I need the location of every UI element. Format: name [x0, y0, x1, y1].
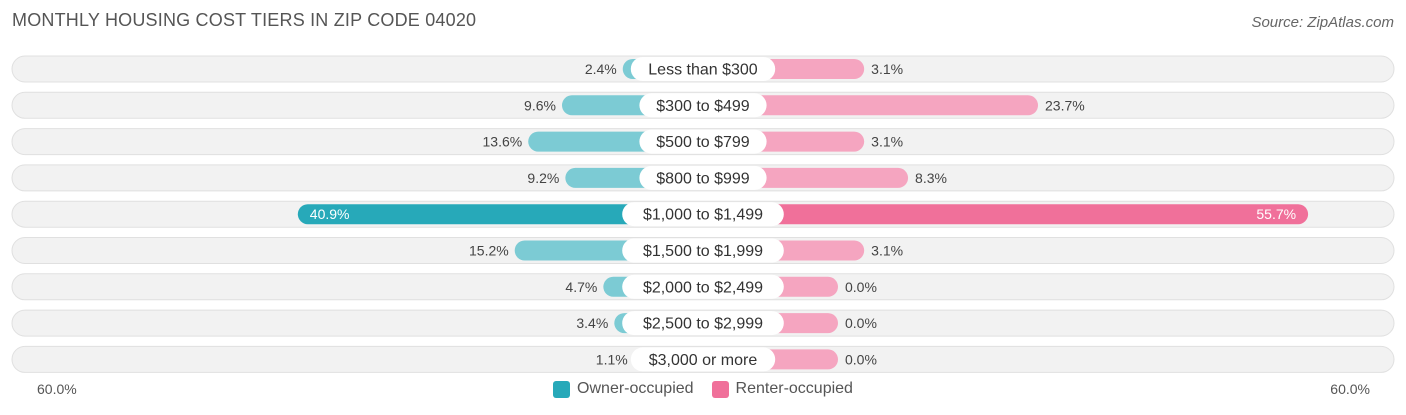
renter-value-label: 55.7% — [1256, 206, 1296, 222]
chart-title: MONTHLY HOUSING COST TIERS IN ZIP CODE 0… — [12, 10, 477, 30]
category-label: $2,000 to $2,499 — [643, 279, 763, 296]
category-label: $3,000 or more — [649, 352, 758, 369]
legend-label-renter: Renter-occupied — [735, 380, 853, 397]
owner-value-label: 15.2% — [469, 243, 509, 259]
renter-value-label: 8.3% — [915, 170, 947, 186]
owner-value-label: 40.9% — [310, 206, 350, 222]
owner-value-label: 1.1% — [596, 351, 628, 367]
category-label: $500 to $799 — [656, 134, 750, 151]
owner-value-label: 2.4% — [585, 61, 617, 77]
legend-swatch-owner — [553, 380, 571, 398]
renter-value-label: 3.1% — [871, 134, 903, 150]
renter-bar — [703, 95, 1039, 116]
owner-value-label: 4.7% — [565, 279, 597, 295]
axis-right-label: 60.0% — [1330, 381, 1370, 397]
renter-bar — [703, 204, 1309, 225]
renter-value-label: 0.0% — [845, 315, 877, 331]
legend-item-renter: Renter-occupied — [711, 380, 853, 398]
category-pill — [622, 311, 784, 336]
owner-value-label: 3.4% — [576, 315, 608, 331]
category-pill — [639, 165, 767, 190]
category-label: $800 to $999 — [656, 170, 750, 187]
category-pill — [622, 202, 784, 227]
category-label: $1,500 to $1,999 — [643, 243, 763, 260]
category-label: $300 to $499 — [656, 98, 750, 115]
legend-label-owner: Owner-occupied — [577, 380, 694, 397]
renter-value-label: 0.0% — [845, 351, 877, 367]
renter-value-label: 0.0% — [845, 279, 877, 295]
legend-item-owner: Owner-occupied — [553, 380, 694, 398]
legend: Owner-occupied Renter-occupied — [0, 380, 1406, 398]
renter-value-label: 23.7% — [1045, 97, 1085, 113]
category-pill — [639, 129, 767, 154]
owner-bar — [297, 204, 703, 225]
category-pill — [639, 93, 767, 118]
diverging-bar-chart: Less than $300 2.4% 3.1% $300 to $499 9.6% 23… — [11, 55, 1395, 373]
category-pill — [622, 274, 784, 299]
category-label: Less than $300 — [648, 62, 758, 79]
category-pill — [630, 347, 776, 372]
owner-value-label: 9.6% — [524, 97, 556, 113]
category-label: $2,500 to $2,999 — [643, 316, 763, 333]
category-pill — [622, 238, 784, 263]
category-label: $1,000 to $1,499 — [643, 207, 763, 224]
owner-value-label: 13.6% — [483, 134, 523, 150]
renter-value-label: 3.1% — [871, 243, 903, 259]
category-pill — [630, 57, 776, 81]
axis-left-label: 60.0% — [37, 381, 77, 397]
owner-value-label: 9.2% — [527, 170, 559, 186]
source-note: Source: ZipAtlas.com — [1251, 14, 1394, 31]
legend-swatch-renter — [711, 380, 729, 398]
renter-value-label: 3.1% — [871, 61, 903, 77]
